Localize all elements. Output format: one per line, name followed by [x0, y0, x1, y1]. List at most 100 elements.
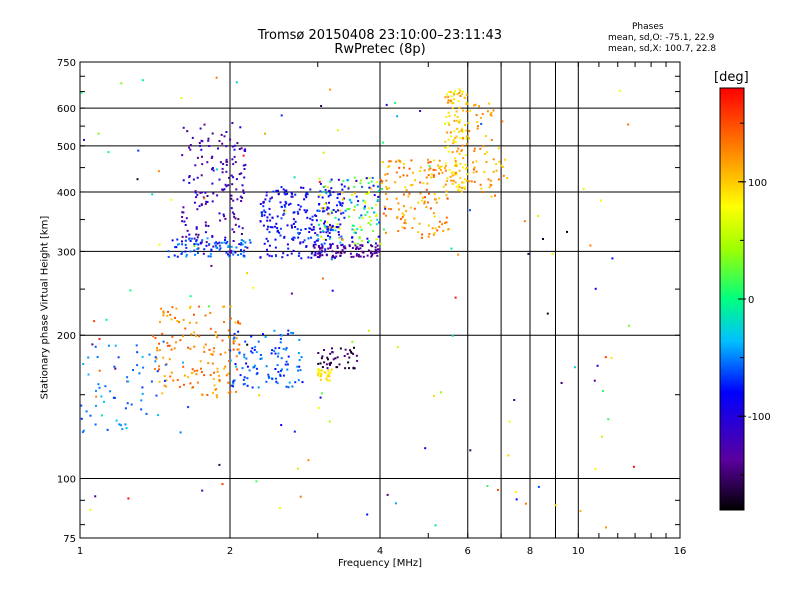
data-point — [87, 356, 90, 359]
data-point — [218, 244, 221, 247]
data-point — [394, 502, 397, 505]
data-point — [201, 489, 204, 492]
data-point — [268, 200, 271, 203]
data-point — [156, 346, 158, 349]
data-point — [300, 356, 303, 359]
data-point — [113, 365, 116, 368]
data-point — [387, 166, 390, 168]
data-point — [341, 239, 344, 242]
data-point — [341, 188, 344, 191]
data-point — [318, 256, 321, 259]
data-point — [238, 243, 241, 246]
data-point — [357, 248, 360, 250]
data-point — [346, 352, 349, 355]
data-point — [277, 352, 280, 355]
data-point — [446, 197, 449, 200]
data-point — [332, 229, 334, 232]
data-point — [337, 209, 339, 212]
data-point — [440, 165, 443, 168]
data-point — [444, 183, 447, 186]
data-point — [262, 200, 265, 203]
data-point — [328, 379, 331, 382]
data-point — [358, 216, 361, 219]
data-point — [234, 161, 237, 164]
data-point — [280, 369, 282, 372]
data-point — [314, 243, 317, 246]
data-point — [368, 186, 371, 189]
data-point — [447, 99, 450, 102]
data-point — [232, 250, 235, 253]
data-point — [317, 369, 320, 372]
data-point — [328, 189, 331, 192]
data-point — [454, 160, 457, 163]
data-point — [454, 114, 457, 117]
data-point — [326, 186, 329, 189]
data-point — [438, 220, 441, 223]
data-point — [444, 140, 447, 143]
data-point — [449, 135, 452, 138]
data-point — [280, 205, 283, 208]
data-point — [426, 182, 429, 185]
data-point — [353, 205, 356, 208]
data-point — [233, 336, 236, 339]
data-point — [452, 101, 455, 104]
data-point — [296, 467, 299, 470]
colorbar-tick-label: 0 — [748, 295, 754, 306]
data-point — [375, 238, 378, 241]
data-point — [461, 187, 464, 189]
data-point — [325, 231, 328, 234]
data-point — [352, 224, 355, 227]
data-point — [126, 402, 129, 405]
data-point — [179, 431, 182, 434]
data-point — [398, 166, 401, 169]
data-point — [218, 463, 221, 466]
data-point — [170, 348, 173, 351]
data-point — [427, 224, 430, 227]
data-point — [162, 356, 165, 359]
data-point — [424, 196, 426, 199]
data-point — [463, 186, 466, 188]
data-point — [216, 194, 219, 197]
data-point — [343, 247, 346, 250]
data-point — [255, 367, 258, 370]
data-point — [193, 370, 196, 373]
data-point — [277, 370, 280, 373]
y-tick-label: 75 — [63, 534, 76, 545]
data-point — [397, 202, 400, 205]
data-point — [453, 90, 456, 93]
data-point — [259, 357, 262, 360]
data-point — [226, 240, 229, 243]
data-point — [458, 120, 461, 123]
data-point — [279, 341, 282, 344]
data-point — [232, 176, 235, 179]
data-point — [293, 211, 296, 214]
data-point — [292, 222, 295, 225]
data-point — [447, 138, 450, 141]
data-point — [446, 131, 449, 134]
data-point — [355, 354, 358, 357]
data-point — [253, 364, 256, 367]
data-point — [386, 172, 389, 175]
data-point — [342, 211, 345, 214]
data-point — [285, 360, 288, 363]
data-point — [447, 121, 450, 124]
data-point — [241, 196, 244, 199]
data-point — [239, 195, 242, 198]
data-point — [449, 131, 452, 134]
data-point — [321, 254, 324, 257]
data-point — [370, 180, 373, 183]
data-point — [367, 191, 370, 194]
data-point — [303, 209, 306, 212]
data-point — [448, 91, 451, 93]
data-point — [293, 430, 296, 433]
data-point — [438, 172, 441, 175]
data-point — [184, 239, 187, 242]
data-point — [336, 356, 339, 359]
data-point — [178, 385, 181, 388]
data-point — [183, 374, 186, 377]
data-point — [433, 193, 436, 195]
data-point — [465, 110, 468, 113]
data-point — [277, 189, 279, 192]
data-point — [218, 380, 221, 383]
data-point — [171, 306, 174, 309]
